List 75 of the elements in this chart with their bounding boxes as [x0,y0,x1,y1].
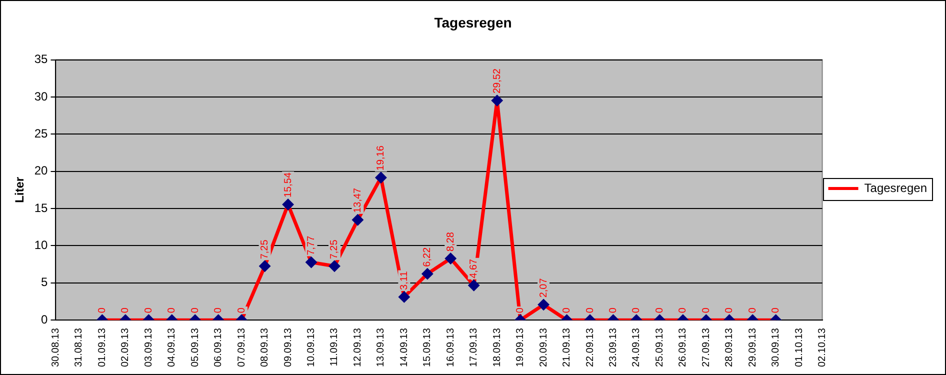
data-label: 15,54 [282,172,294,198]
data-label: 0 [213,307,224,314]
data-label: 6,22 [422,246,434,267]
data-label: 0 [515,307,526,314]
data-label: 0 [166,307,178,314]
data-label: 0 [584,307,596,314]
data-label: 0 [236,307,248,314]
legend-label: Tagesregen [864,180,928,195]
x-tick-label: 16.09.13 [445,328,456,368]
y-tick-label: 25 [34,126,48,140]
x-tick-label: 11.09.13 [329,328,340,366]
y-tick-label: 35 [34,52,48,66]
data-label: 0 [747,307,758,314]
x-tick-label: 09.09.13 [282,328,294,368]
x-tick-label: 23.09.13 [608,328,619,368]
x-tick-label: 18.09.13 [492,328,503,368]
y-tick-label: 5 [41,275,48,290]
x-tick-label: 28.09.13 [724,328,736,368]
x-tick-label: 31.08.13 [74,328,85,368]
x-tick-label: 01.10.13 [794,328,805,368]
data-label: 7,77 [306,235,318,256]
x-tick-label: 25.09.13 [654,328,666,368]
data-label: 0 [143,307,154,314]
x-tick-label: 04.09.13 [166,328,178,368]
x-tick-label: 14.09.13 [398,328,410,368]
x-tick-label: 13.09.13 [376,328,387,368]
x-tick-label: 20.09.13 [538,328,550,368]
y-tick-label: 20 [34,164,48,178]
data-label: 7,25 [329,239,340,260]
x-tick-label: 26.09.13 [678,328,689,368]
data-label: 0 [724,307,736,314]
x-tick-label: 02.09.13 [120,328,132,368]
x-tick-label: 19.09.13 [515,328,526,368]
x-tick-label: 21.09.13 [562,328,573,368]
x-tick-label: 30.08.13 [50,328,62,368]
data-label: 2,07 [538,278,550,298]
data-label: 0 [96,307,108,314]
x-tick-label: 24.09.13 [631,328,642,368]
data-label: 0 [120,307,132,314]
x-tick-label: 22.09.13 [584,328,596,368]
x-tick-label: 17.09.13 [468,328,480,368]
data-label: 0 [770,307,782,314]
y-tick-label: 0 [41,312,48,326]
x-tick-label: 08.09.13 [260,328,271,368]
data-label: 4,67 [468,258,480,278]
data-label: 3,11 [398,270,410,290]
x-tick-label: 02.10.13 [817,328,828,368]
data-label: 0 [190,307,201,314]
x-tick-label: 30.09.13 [770,328,782,368]
data-label: 0 [562,307,573,314]
data-label: 13,47 [352,187,364,213]
y-axis-title: Liter [12,176,27,203]
y-tick-label: 15 [34,200,48,215]
x-tick-label: 01.09.13 [96,328,108,368]
data-label: 19,16 [376,145,387,171]
x-tick-label: 29.09.13 [747,328,758,368]
chart-title: Tagesregen [434,14,512,30]
x-tick-label: 15.09.13 [422,328,434,368]
data-label: 0 [700,307,712,314]
y-tick-label: 10 [34,238,48,252]
x-tick-label: 07.09.13 [236,328,248,368]
x-tick-label: 27.09.13 [700,328,712,368]
data-label: 0 [608,307,619,314]
y-tick-label: 30 [34,89,48,104]
data-label: 29,52 [492,68,503,94]
data-label: 7,25 [260,239,271,260]
x-tick-label: 06.09.13 [213,328,224,368]
data-label: 0 [631,307,642,314]
data-label: 0 [654,307,666,314]
x-tick-label: 03.09.13 [143,328,154,368]
x-tick-label: 05.09.13 [190,328,201,368]
x-tick-label: 12.09.13 [352,328,364,368]
data-label: 0 [678,307,689,314]
data-label: 8,28 [445,232,456,252]
x-tick-label: 10.09.13 [306,328,318,368]
